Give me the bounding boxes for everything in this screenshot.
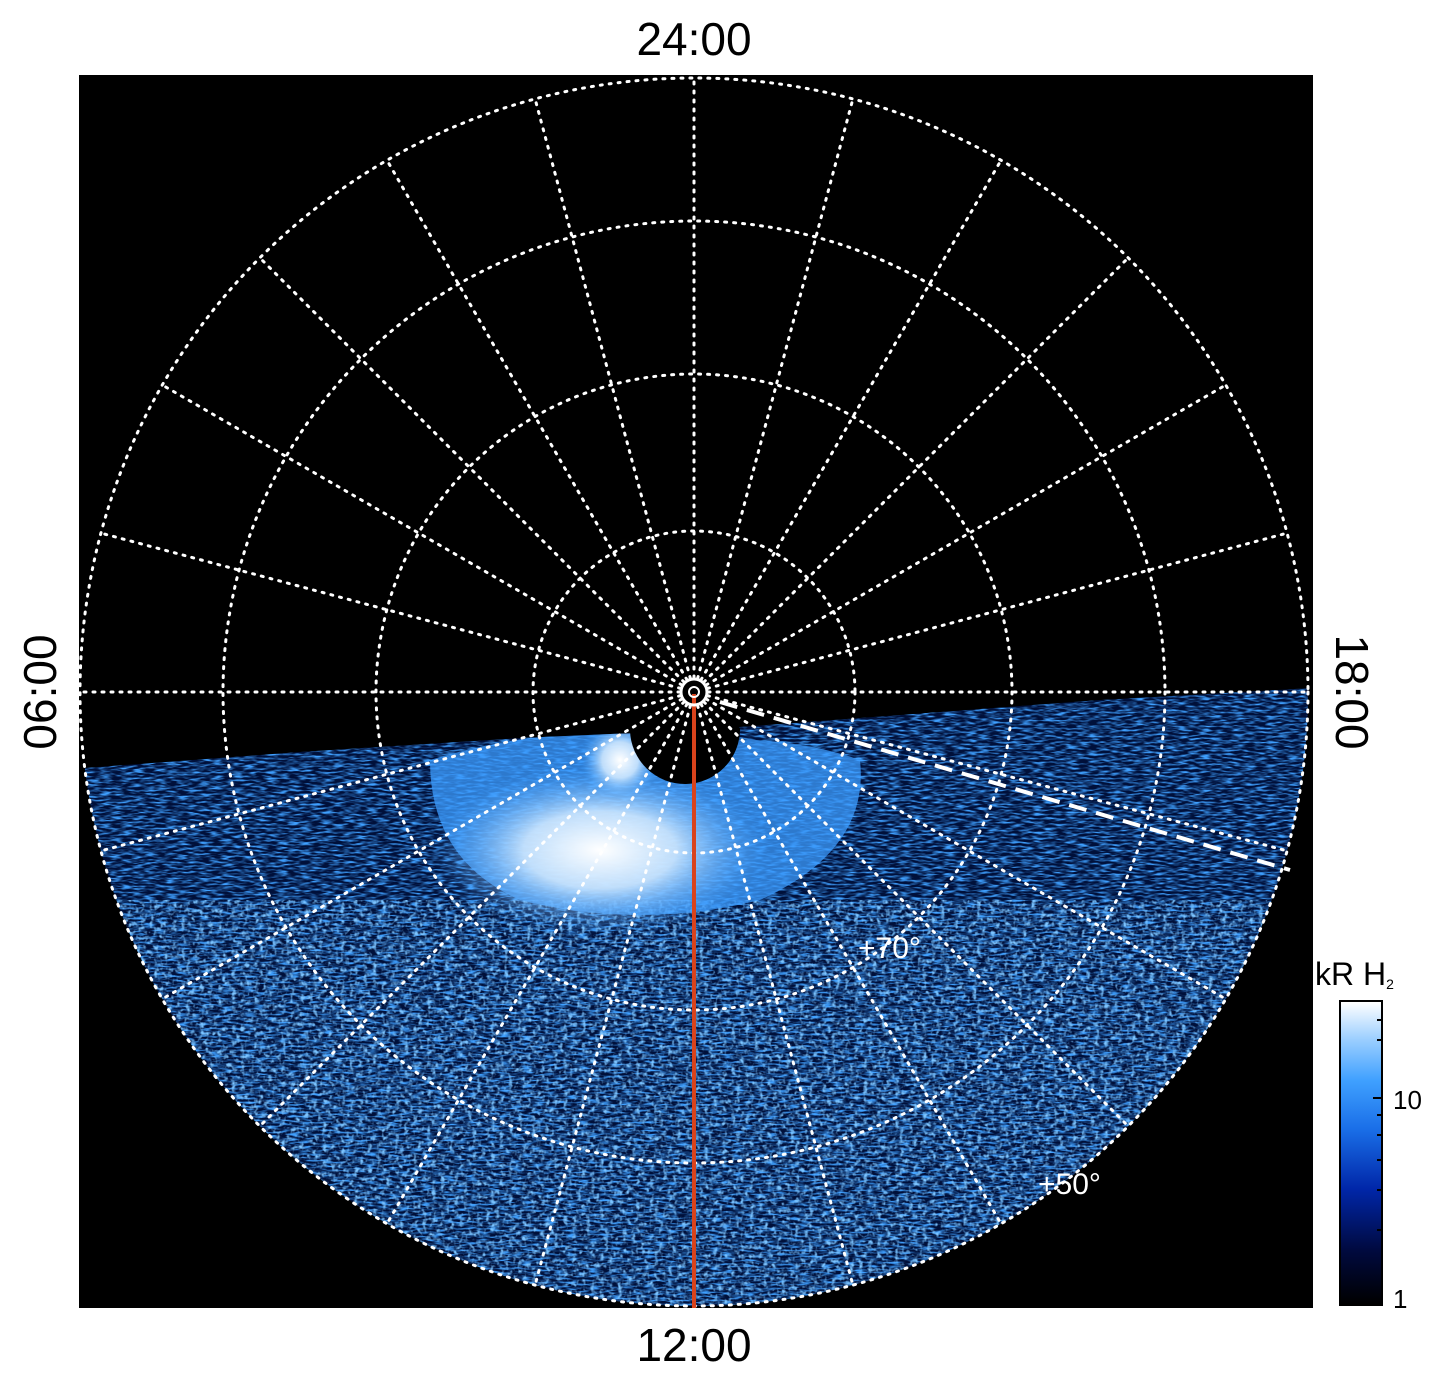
meridian-line	[702, 256, 1130, 684]
meridian-line	[699, 158, 1003, 682]
colorbar-title: kR H2	[1315, 958, 1394, 991]
colorbar-tick-1: 1	[1393, 1284, 1408, 1314]
bright-emission-patch	[430, 765, 770, 935]
meridian-line	[699, 702, 1003, 1226]
colorbar-title-main: kR H	[1315, 956, 1387, 992]
latitude-label-inner: +70°	[858, 932, 921, 965]
meridian-line	[706, 694, 1289, 853]
meridian-line	[706, 531, 1289, 690]
colorbar	[1339, 1000, 1383, 1306]
local-time-label-top: 24:00	[636, 13, 752, 65]
pole-marker-icon	[679, 677, 709, 707]
terminator-line	[719, 700, 1291, 872]
colorbar-title-subscript: 2	[1386, 976, 1394, 992]
meridian-line	[696, 704, 855, 1287]
meridian-line	[258, 256, 686, 684]
meridian-line	[385, 702, 689, 1226]
meridian-line	[160, 383, 684, 687]
local-time-label-left: 06:00	[14, 634, 66, 750]
emission-map	[85, 688, 1308, 1306]
meridian-line	[385, 158, 689, 682]
meridian-line	[99, 531, 682, 690]
lat-circle-60	[374, 372, 1014, 1012]
meridian-line	[704, 383, 1228, 687]
meridian-line	[533, 704, 692, 1287]
latitude-label-outer: +50°	[1038, 1168, 1101, 1201]
meridian-line	[160, 697, 684, 1001]
local-time-label-bottom: 12:00	[636, 1319, 752, 1371]
meridian-line	[99, 694, 682, 853]
meridian-line	[704, 697, 1228, 1001]
meridian-line	[702, 700, 1130, 1128]
meridian-line	[696, 97, 855, 680]
colorbar-tick-10: 10	[1393, 1085, 1422, 1115]
meridian-line	[533, 97, 692, 680]
local-time-label-right: 18:00	[1326, 634, 1378, 750]
meridian-line	[258, 700, 686, 1128]
